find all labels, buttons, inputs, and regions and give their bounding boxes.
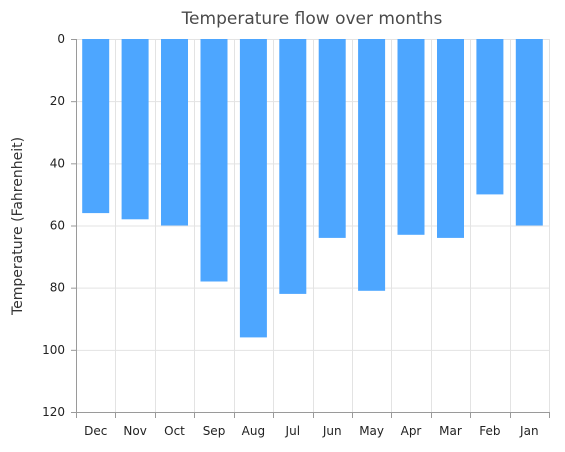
bar-feb: [476, 39, 504, 195]
bar-dec: [82, 39, 110, 214]
x-tick-label: Feb: [479, 424, 500, 438]
x-tick-label: Nov: [123, 424, 146, 438]
axes: [71, 39, 550, 418]
bar-apr: [397, 39, 425, 235]
x-tick-label: Jun: [322, 424, 342, 438]
x-tick-label: Apr: [401, 424, 422, 438]
chart-title: Temperature flow over months: [181, 9, 443, 29]
x-tick-label: Mar: [439, 424, 462, 438]
x-tick-labels: Dec Nov Oct Sep Aug Jul Jun May Apr Mar Feb Jan: [84, 424, 538, 438]
y-tick-label: 80: [50, 281, 65, 295]
x-tick-label: Sep: [203, 424, 226, 438]
y-tick-label: 60: [50, 219, 65, 233]
y-tick-label: 20: [50, 94, 65, 108]
bar-jul: [279, 39, 307, 294]
bar-may: [358, 39, 386, 291]
bar-aug: [239, 39, 267, 338]
x-tick-label: Dec: [84, 424, 107, 438]
x-tick-label: Aug: [242, 424, 265, 438]
y-tick-label: 120: [42, 405, 65, 419]
x-tick-label: Jul: [285, 424, 300, 438]
gridlines: [76, 39, 550, 413]
bar-jun: [318, 39, 346, 238]
y-tick-label: 100: [42, 343, 65, 357]
bar-sep: [200, 39, 228, 282]
x-tick-label: May: [359, 424, 384, 438]
bar-nov: [121, 39, 149, 220]
bars: [82, 39, 543, 338]
x-tick-label: Jan: [519, 424, 539, 438]
bar-mar: [437, 39, 464, 238]
y-tick-label: 0: [57, 32, 65, 46]
bar-jan: [515, 39, 543, 226]
x-tick-label: Oct: [164, 424, 185, 438]
y-tick-labels: 0 20 40 60 80 100 120: [42, 32, 65, 419]
y-axis-label: Temperature (Fahrenheit): [10, 137, 26, 316]
bar-oct: [161, 39, 188, 226]
y-tick-label: 40: [50, 156, 65, 170]
